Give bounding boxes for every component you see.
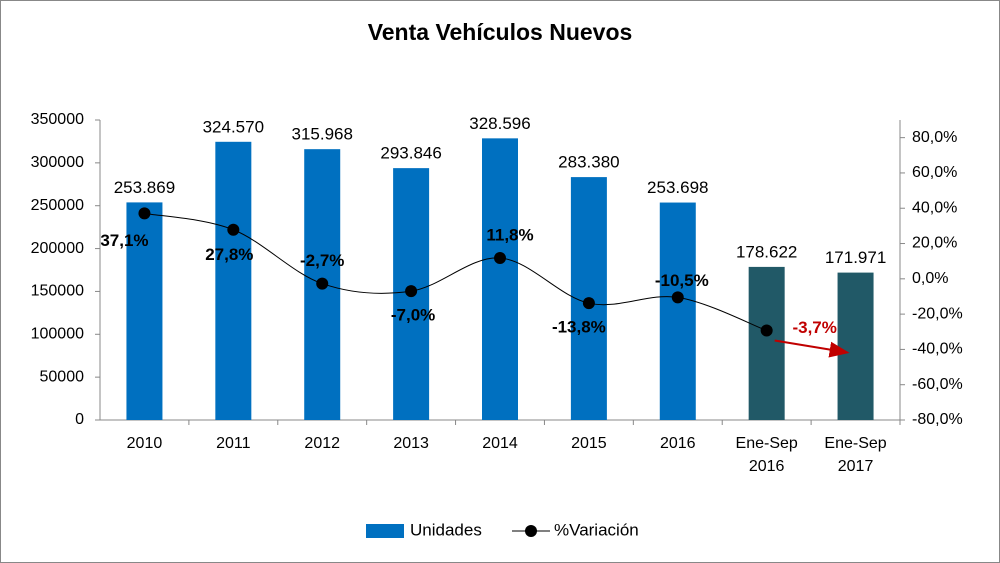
line-marker bbox=[405, 285, 418, 298]
bar-value-label: 293.846 bbox=[380, 144, 441, 163]
x-tick-label: 2014 bbox=[482, 435, 518, 452]
x-tick-label: 2016 bbox=[660, 435, 696, 452]
line-value-label: 37,1% bbox=[100, 231, 148, 250]
line-marker bbox=[760, 324, 773, 337]
y-tick-label: 50000 bbox=[40, 368, 85, 385]
line-marker bbox=[227, 223, 240, 236]
legend-marker bbox=[525, 525, 537, 537]
bar bbox=[126, 202, 163, 420]
x-tick-label: 2015 bbox=[571, 435, 607, 452]
x-tick-label: Ene-Sep 2017 bbox=[824, 435, 886, 475]
y2-tick-label: 0,0% bbox=[912, 270, 948, 287]
line-value-label: -2,7% bbox=[300, 251, 344, 270]
line-value-label: 27,8% bbox=[205, 245, 253, 264]
annotation-arrow bbox=[774, 339, 850, 358]
y-tick-label: 300000 bbox=[31, 154, 84, 171]
y2-tick-label: 20,0% bbox=[912, 235, 957, 252]
annotation: -3,7% bbox=[792, 318, 836, 337]
y-tick-label: 150000 bbox=[31, 283, 84, 300]
bar-value-label: 253.869 bbox=[114, 178, 175, 197]
bar-value-label: 283.380 bbox=[558, 153, 619, 172]
y2-tick-label: 60,0% bbox=[912, 164, 957, 181]
y-tick-label: 250000 bbox=[31, 197, 84, 214]
line-marker bbox=[316, 277, 329, 290]
y2-tick-label: 40,0% bbox=[912, 199, 957, 216]
y-tick-label: 200000 bbox=[31, 240, 84, 257]
y2-tick-label: -20,0% bbox=[912, 305, 963, 322]
x-tick-label: Ene-Sep 2016 bbox=[736, 435, 798, 475]
bar-value-label: 171.971 bbox=[825, 248, 886, 267]
legend-label: Unidades bbox=[410, 520, 482, 539]
line bbox=[144, 212, 767, 331]
bar bbox=[215, 141, 252, 420]
bar-value-label: 315.968 bbox=[291, 125, 352, 144]
legend-swatch bbox=[366, 524, 404, 538]
y-tick-label: 350000 bbox=[31, 111, 84, 128]
bar-value-label: 178.622 bbox=[736, 242, 797, 261]
y2-tick-label: 80,0% bbox=[912, 129, 957, 146]
line-value-label: -10,5% bbox=[655, 271, 709, 290]
legend-label: %Variación bbox=[554, 520, 639, 539]
chart-title: Venta Vehículos Nuevos bbox=[368, 19, 633, 45]
line-value-label: -7,0% bbox=[391, 306, 435, 325]
line-marker bbox=[582, 297, 595, 310]
x-tick-label: 2013 bbox=[393, 435, 429, 452]
x-tick-label: 2010 bbox=[127, 435, 163, 452]
bar-value-label: 253.698 bbox=[647, 178, 708, 197]
line-marker bbox=[494, 252, 506, 264]
line-value-label: 11,8% bbox=[486, 225, 533, 244]
x-tick-label: 2011 bbox=[216, 435, 251, 452]
y2-tick-label: -40,0% bbox=[912, 341, 963, 358]
line-marker bbox=[138, 207, 151, 220]
bar bbox=[837, 272, 874, 420]
y2-tick-label: -80,0% bbox=[912, 411, 963, 428]
line-value-label: -13,8% bbox=[552, 318, 606, 337]
bar-value-label: 324.570 bbox=[203, 117, 264, 136]
x-tick-label: 2012 bbox=[304, 435, 340, 452]
y-tick-label: 100000 bbox=[31, 326, 84, 343]
bar-value-label: 328.596 bbox=[469, 114, 530, 133]
line-marker bbox=[671, 291, 684, 304]
bar bbox=[748, 266, 785, 420]
bar bbox=[659, 202, 696, 420]
y2-tick-label: -60,0% bbox=[912, 376, 963, 393]
y-tick-label: 0 bbox=[75, 411, 84, 428]
bar bbox=[482, 138, 518, 420]
